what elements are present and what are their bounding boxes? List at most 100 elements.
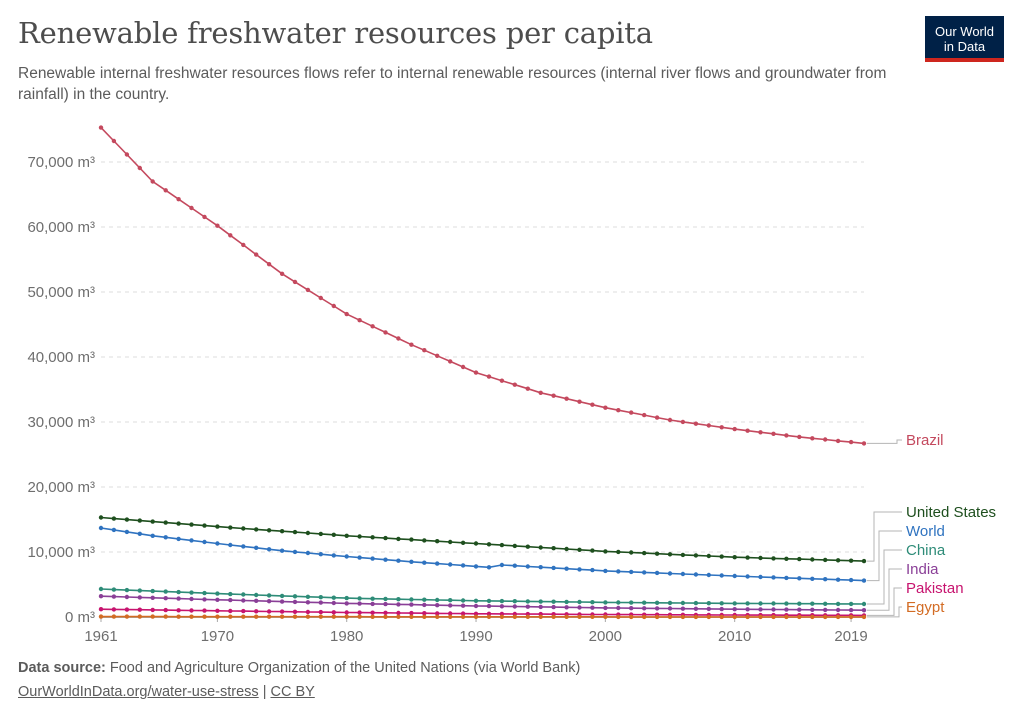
data-point: [603, 568, 608, 574]
data-point: [460, 603, 466, 608]
series-label: Pakistan: [906, 580, 964, 597]
data-point: [318, 595, 323, 600]
data-point: [525, 386, 530, 391]
series-line: [100, 516, 865, 562]
source-link[interactable]: OurWorldInData.org/water-use-stress: [18, 684, 259, 700]
data-point: [98, 607, 104, 612]
data-point: [98, 614, 104, 619]
data-point: [215, 597, 220, 602]
data-point: [370, 601, 375, 607]
data-point: [357, 610, 362, 615]
data-point: [435, 614, 440, 619]
data-point: [215, 541, 220, 546]
data-point: [745, 614, 750, 620]
data-point: [279, 548, 285, 553]
data-point: [111, 607, 117, 612]
license-link[interactable]: CC BY: [270, 684, 315, 700]
data-point: [732, 614, 737, 620]
data-point: [422, 602, 427, 608]
data-point: [98, 125, 104, 130]
data-point: [603, 600, 608, 605]
x-tick-label: 2019: [834, 628, 867, 645]
owid-logo[interactable]: Our World in Data: [925, 16, 1004, 62]
data-point: [370, 610, 375, 615]
data-point: [758, 574, 763, 580]
data-point: [279, 614, 285, 619]
data-point: [706, 614, 711, 620]
data-point: [654, 570, 660, 576]
data-point: [305, 594, 311, 599]
data-point: [228, 542, 233, 548]
data-point: [810, 607, 815, 612]
data-point: [266, 593, 272, 598]
data-point: [797, 434, 802, 440]
data-point: [835, 577, 841, 582]
data-point: [473, 370, 479, 375]
data-point: [680, 600, 686, 606]
data-point: [719, 601, 724, 606]
y-tick-label: 30,000 m³: [27, 414, 95, 431]
data-point: [564, 566, 569, 571]
data-point: [254, 592, 259, 598]
data-point: [305, 530, 311, 536]
data-point: [202, 214, 207, 220]
chart-subtitle: Renewable internal freshwater resources …: [18, 65, 887, 103]
data-point: [189, 614, 194, 619]
data-point: [318, 531, 323, 537]
data-point: [292, 609, 298, 614]
data-point: [616, 600, 621, 605]
data-point: [331, 303, 336, 309]
data-point: [486, 603, 492, 609]
data-point: [719, 606, 724, 612]
series-label: India: [906, 561, 939, 578]
data-point: [823, 601, 828, 606]
data-point: [577, 567, 582, 572]
data-point: [163, 607, 168, 613]
data-point: [331, 614, 336, 619]
data-point: [279, 593, 285, 599]
data-point: [629, 600, 634, 605]
data-point: [706, 601, 711, 606]
x-tick-label: 1990: [459, 628, 492, 645]
data-point: [176, 521, 181, 526]
data-point: [693, 572, 699, 577]
data-point: [435, 611, 440, 616]
data-point: [189, 522, 194, 527]
data-point: [98, 594, 104, 599]
data-point: [383, 557, 388, 562]
data-point: [654, 551, 660, 556]
data-point: [215, 591, 220, 596]
data-point: [241, 242, 246, 248]
data-point: [318, 600, 323, 605]
data-point: [124, 517, 130, 522]
data-point: [163, 614, 168, 619]
data-point: [499, 614, 505, 619]
data-point: [163, 188, 168, 193]
data-point: [137, 595, 142, 600]
data-point: [473, 603, 479, 609]
data-point: [667, 614, 673, 620]
data-point: [202, 608, 207, 613]
data-point: [370, 614, 375, 619]
data-point: [590, 548, 595, 553]
data-point: [357, 596, 362, 601]
data-point: [486, 598, 492, 604]
data-point: [771, 601, 776, 606]
chart-title: Renewable freshwater resources per capit…: [18, 16, 653, 50]
y-tick-label: 50,000 m³: [27, 284, 95, 301]
data-point: [667, 600, 673, 606]
data-point: [176, 536, 181, 542]
data-point: [163, 520, 168, 525]
y-tick-label: 40,000 m³: [27, 349, 95, 366]
logo-line-1: Our World: [935, 24, 994, 39]
y-tick-label: 70,000 m³: [27, 154, 95, 171]
data-point: [448, 614, 453, 619]
data-point: [202, 539, 207, 545]
data-point: [771, 575, 776, 580]
data-point: [642, 614, 647, 620]
data-point: [292, 594, 298, 599]
data-point: [797, 614, 802, 620]
data-point: [448, 611, 453, 616]
data-point: [551, 604, 556, 610]
data-point: [654, 415, 660, 420]
